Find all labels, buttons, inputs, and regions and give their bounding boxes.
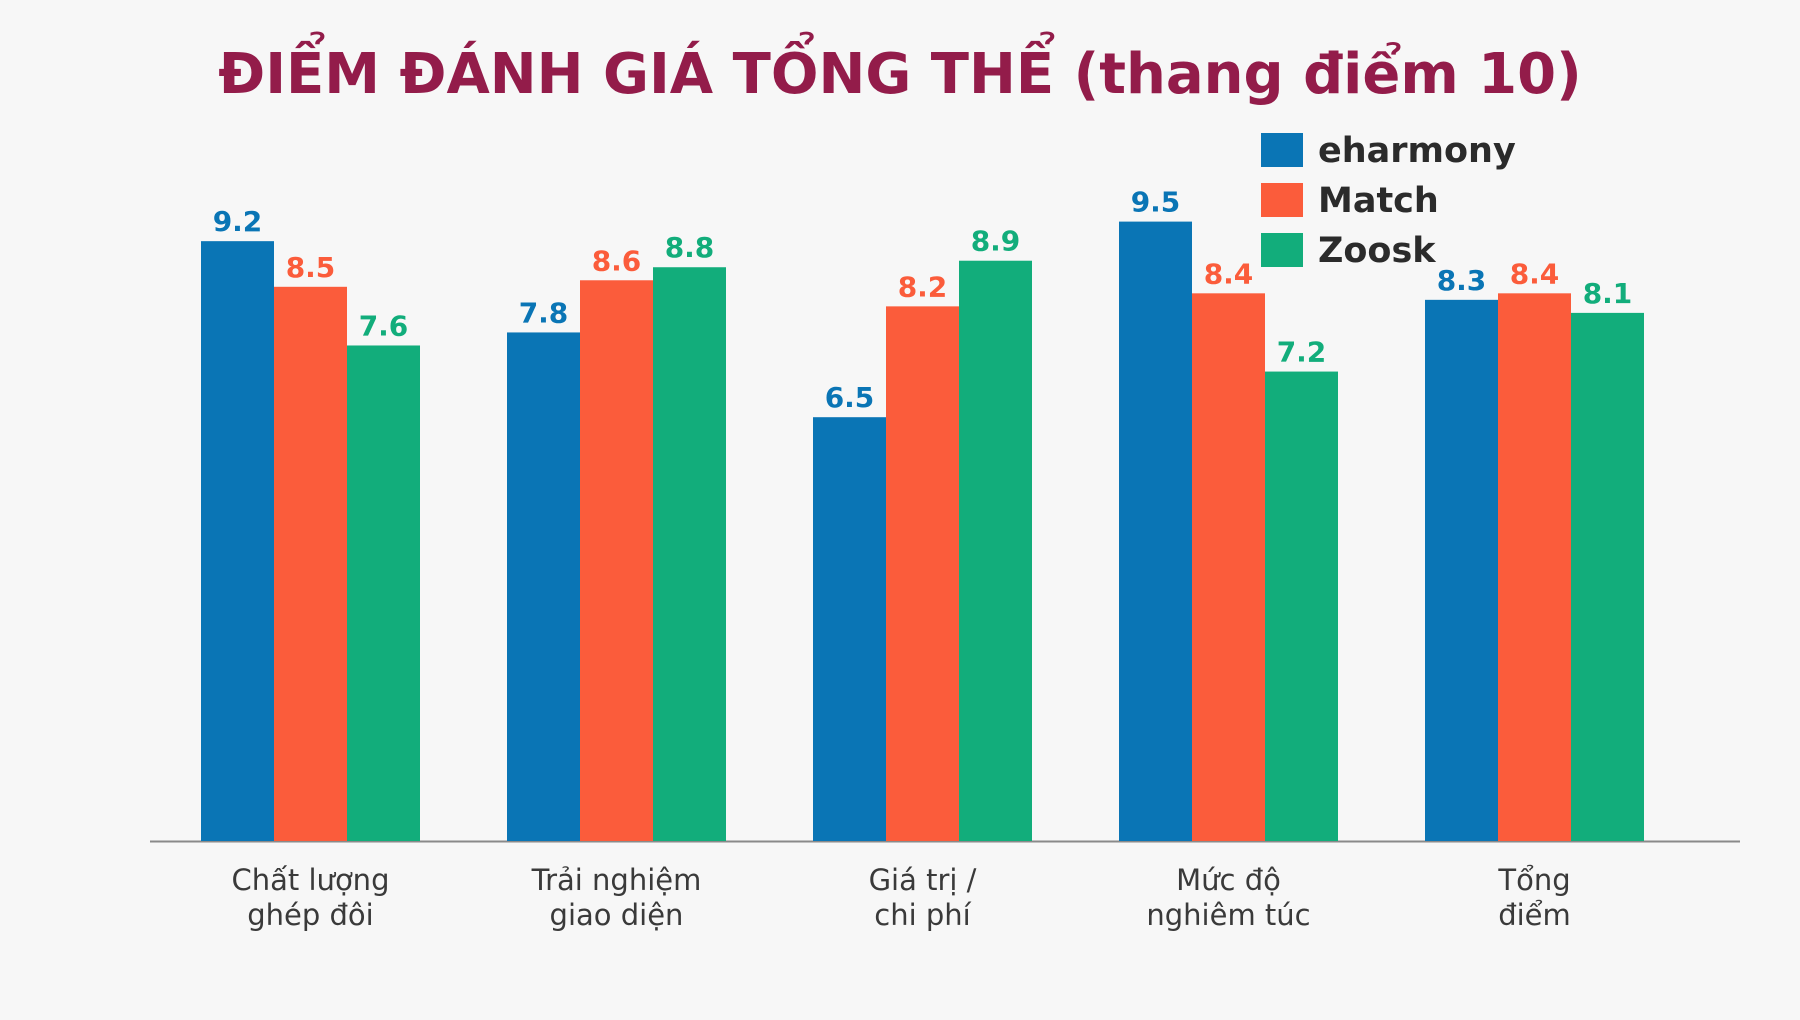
- bar-zoosk-3: [1265, 371, 1338, 841]
- bar-match-2: [886, 306, 959, 841]
- legend-swatch-eharmony: [1261, 133, 1303, 167]
- bar-zoosk-2: [959, 260, 1032, 842]
- bar-eharmony-2: [813, 417, 886, 841]
- data-label-eharmony-1: 7.8: [519, 296, 569, 329]
- bar-match-4: [1498, 293, 1571, 841]
- category-label-2: chi phí: [874, 898, 971, 932]
- data-label-zoosk-0: 7.6: [359, 309, 409, 342]
- legend-label-match: Match: [1318, 181, 1439, 221]
- data-label-eharmony-2: 6.5: [825, 381, 875, 414]
- legend-label-zoosk: Zoosk: [1318, 231, 1436, 271]
- bar-zoosk-1: [653, 267, 726, 841]
- bar-zoosk-0: [347, 345, 420, 841]
- bar-eharmony-0: [201, 241, 274, 841]
- data-label-eharmony-3: 9.5: [1131, 186, 1181, 219]
- bar-eharmony-1: [507, 332, 580, 841]
- data-label-zoosk-3: 7.2: [1277, 336, 1327, 369]
- bar-match-0: [274, 286, 347, 841]
- category-label-0: Chất lượng: [232, 863, 390, 897]
- category-label-1: Trải nghiệm: [531, 863, 702, 897]
- bar-zoosk-4: [1571, 312, 1644, 841]
- bar-match-1: [580, 280, 653, 841]
- category-label-2: Giá trị /: [869, 863, 977, 897]
- data-label-zoosk-4: 8.1: [1583, 277, 1633, 310]
- category-label-4: điểm: [1498, 898, 1571, 932]
- legend-label-eharmony: eharmony: [1318, 131, 1516, 171]
- category-label-1: giao diện: [550, 898, 684, 932]
- data-label-match-1: 8.6: [592, 244, 642, 277]
- category-label-3: Mức độ: [1176, 863, 1281, 897]
- data-label-eharmony-0: 9.2: [213, 205, 263, 238]
- data-label-match-4: 8.4: [1510, 257, 1560, 290]
- category-label-3: nghiêm túc: [1146, 898, 1310, 932]
- category-label-4: Tổng: [1497, 863, 1570, 897]
- bars-layer: 9.2 8.5 7.6 7.8 8.6 8.8 6.5 8.2 8.9 9.5 8.4 7.2 8.3 8…: [201, 186, 1644, 842]
- bar-match-3: [1192, 293, 1265, 841]
- legend-swatch-match: [1261, 183, 1303, 217]
- bar-eharmony-3: [1119, 221, 1192, 842]
- category-label-0: ghép đôi: [247, 898, 373, 932]
- data-label-match-0: 8.5: [286, 251, 336, 284]
- bar-eharmony-4: [1425, 299, 1498, 842]
- data-label-match-2: 8.2: [898, 270, 948, 303]
- data-label-match-3: 8.4: [1204, 257, 1254, 290]
- legend: eharmony Match Zoosk: [1261, 131, 1516, 271]
- data-label-zoosk-2: 8.9: [971, 225, 1021, 258]
- chart-title: ĐIỂM ĐÁNH GIÁ TỔNG THỂ (thang điểm 10): [218, 33, 1581, 107]
- data-label-eharmony-4: 8.3: [1437, 264, 1487, 297]
- data-label-zoosk-1: 8.8: [665, 231, 715, 264]
- legend-swatch-zoosk: [1261, 233, 1303, 267]
